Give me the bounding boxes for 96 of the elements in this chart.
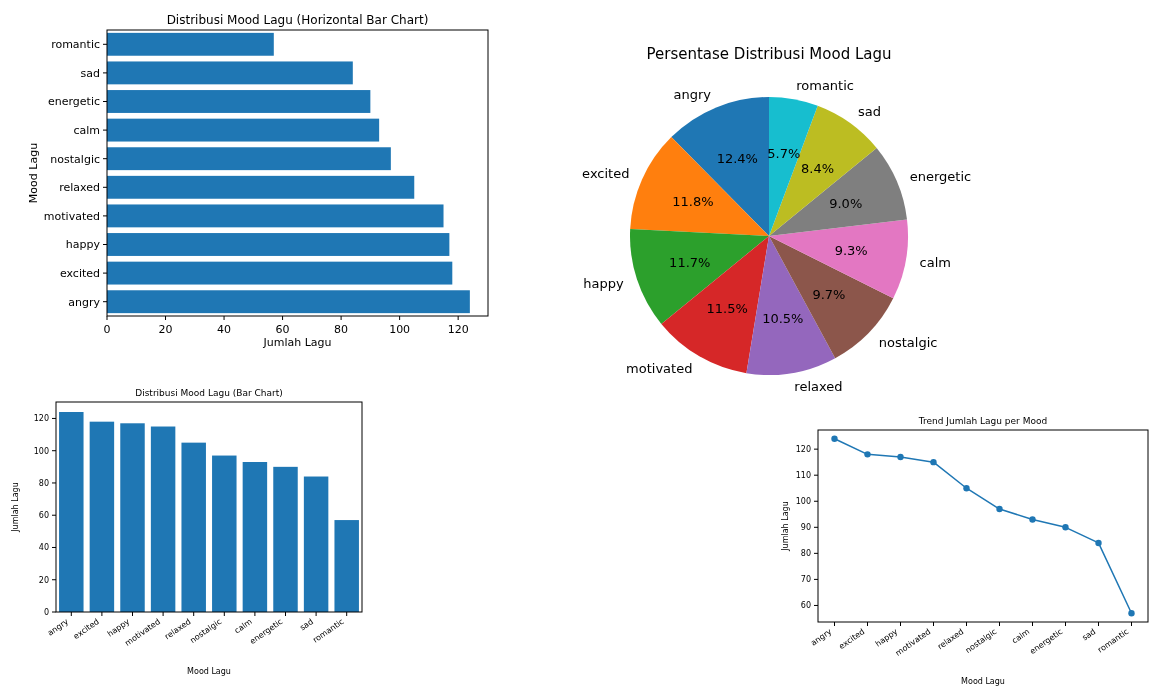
y-tick-label: 80	[800, 549, 811, 559]
bar	[334, 520, 359, 612]
point	[1128, 610, 1135, 617]
chart-title: Persentase Distribusi Mood Lagu	[646, 45, 892, 63]
data-label: 11.7%	[669, 254, 711, 270]
bar	[212, 455, 237, 612]
chart-title: Distribusi Mood Lagu (Bar Chart)	[135, 388, 283, 398]
y-tick-label: nostalgic	[50, 152, 100, 166]
x-tick-label: calm	[1010, 626, 1032, 646]
slice-label: energetic	[909, 168, 972, 184]
bar	[107, 90, 371, 113]
x-tick-label: sad	[298, 616, 315, 633]
bar	[107, 290, 470, 314]
point	[864, 451, 871, 458]
x-axis-title: Mood Lagu	[961, 677, 1005, 686]
chart-title: Distribusi Mood Lagu (Horizontal Bar Chart)	[166, 13, 429, 27]
y-tick-label: 60	[38, 511, 49, 521]
slice-label: angry	[673, 87, 712, 103]
chart-title: Trend Jumlah Lagu per Mood	[917, 416, 1048, 426]
point	[996, 505, 1003, 513]
bar	[181, 442, 206, 612]
bar	[107, 233, 450, 256]
bar	[107, 32, 274, 56]
point	[897, 453, 904, 461]
data-label: 11.5%	[706, 300, 748, 316]
y-tick-label: 0	[43, 607, 49, 617]
data-label: 11.8%	[672, 194, 714, 210]
slice-label: happy	[583, 276, 625, 292]
bar	[107, 204, 444, 228]
y-tick-label: 60	[800, 601, 811, 611]
y-tick-label: 110	[795, 471, 811, 480]
bar	[120, 423, 145, 612]
data-label: 9.3%	[834, 242, 868, 258]
y-tick-label: 40	[38, 543, 49, 553]
y-tick-label: energetic	[47, 95, 100, 109]
point	[1029, 516, 1036, 523]
x-axis-title: Mood Lagu	[187, 667, 231, 676]
point	[1095, 539, 1102, 547]
y-tick-label: excited	[59, 266, 100, 280]
bar	[242, 462, 268, 612]
y-tick-label: 100	[795, 497, 811, 507]
y-tick-label: angry	[68, 295, 101, 309]
data-label: 5.7%	[767, 146, 801, 162]
slice-label: nostalgic	[878, 334, 938, 350]
bar	[107, 175, 415, 199]
point	[930, 458, 937, 466]
y-tick-label: relaxed	[59, 181, 100, 195]
y-tick-label: 100	[33, 446, 49, 456]
data-label: 8.4%	[801, 160, 835, 176]
slice-label: sad	[858, 104, 882, 120]
point	[1062, 524, 1069, 531]
y-tick-label: sad	[80, 66, 100, 80]
y-tick-label: happy	[65, 238, 101, 252]
slice-label: excited	[582, 166, 630, 182]
x-tick-label: 80	[334, 323, 349, 336]
bar	[107, 61, 353, 85]
y-tick-label: romantic	[51, 38, 100, 52]
y-axis-title: Mood Lagu	[27, 142, 40, 204]
y-axis-title: Jumlah Lagu	[11, 482, 20, 533]
pie-slice	[769, 148, 908, 236]
data-label: 9.7%	[812, 286, 846, 302]
y-tick-label: 90	[800, 523, 811, 533]
x-tick-label: 120	[447, 323, 469, 336]
bar	[107, 261, 453, 285]
x-tick-label: 0	[103, 323, 111, 336]
x-tick-label: 100	[389, 323, 411, 336]
bar	[59, 412, 84, 612]
y-tick-label: 120	[33, 414, 49, 424]
data-label: 12.4%	[716, 151, 758, 167]
y-tick-label: 20	[38, 575, 49, 585]
x-tick-label: 40	[217, 323, 232, 336]
y-tick-label: 70	[800, 575, 811, 585]
x-tick-label: sad	[1080, 626, 1098, 643]
data-label: 9.0%	[829, 195, 863, 211]
y-tick-label: 120	[795, 444, 811, 454]
y-tick-label: calm	[73, 123, 100, 137]
point	[963, 485, 970, 492]
data-label: 10.5%	[762, 310, 804, 326]
y-axis-title: Jumlah Lagu	[781, 501, 790, 552]
pie-slice	[769, 219, 908, 299]
bar	[303, 476, 329, 612]
bar	[89, 421, 115, 612]
x-tick-label: 60	[275, 323, 290, 336]
x-axis-title: Jumlah Lagu	[262, 336, 332, 349]
x-tick-label: 20	[158, 323, 173, 336]
x-tick-label: calm	[232, 616, 254, 636]
bar	[107, 147, 391, 171]
y-tick-label: 80	[38, 478, 49, 488]
bar	[107, 118, 380, 142]
point	[831, 435, 838, 442]
bar	[150, 426, 176, 612]
bar	[273, 466, 298, 612]
pie-slice	[630, 137, 769, 236]
slice-label: calm	[919, 254, 952, 270]
y-tick-label: motivated	[43, 209, 100, 223]
slice-label: motivated	[626, 360, 693, 376]
